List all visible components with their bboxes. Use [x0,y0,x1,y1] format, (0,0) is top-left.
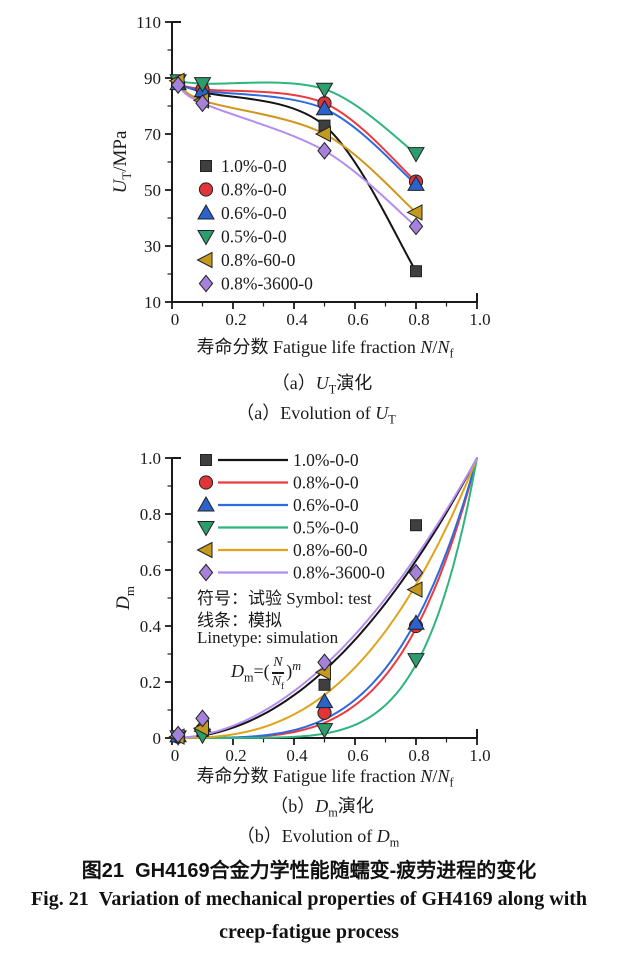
svg-text:0.2: 0.2 [225,310,246,329]
svg-text:0: 0 [171,310,180,329]
formula-fraction: N Nf [271,655,285,692]
svg-text:0.4: 0.4 [286,310,308,329]
svg-text:0: 0 [153,729,162,748]
svg-text:0.8: 0.8 [408,746,429,765]
caption-a-chinese: （a）UT演化 [271,373,373,397]
caption-b-english: （b）Evolution of Dm [236,826,400,850]
ut-symbol: U [110,179,131,194]
svg-text:1.0: 1.0 [469,746,490,765]
svg-text:0.6: 0.6 [347,746,368,765]
svg-text:0.6: 0.6 [347,310,368,329]
chart-b-x-axis-label: 寿命分数 Fatigue life fraction N/Nf [196,766,454,790]
svg-text:0.8%-0-0: 0.8%-0-0 [293,473,359,493]
svg-text:70: 70 [144,125,161,144]
caption-b-chinese: （b）Dm演化 [270,796,374,820]
svg-text:1.0%-0-0: 1.0%-0-0 [221,156,287,176]
svg-text:0.8%-0-0: 0.8%-0-0 [221,180,287,200]
svg-text:0.5%-0-0: 0.5%-0-0 [221,227,287,247]
figure-title-english-line2: creep-fatigue process [219,921,399,943]
annotation-linetype-en: Linetype: simulation [197,628,339,647]
damage-formula: Dm=(N Nf)m [231,655,302,692]
svg-text:0.8%-60-0: 0.8%-60-0 [293,540,368,560]
chart-a-y-axis-label: UT/MPa [110,130,134,194]
svg-text:0.4: 0.4 [286,746,308,765]
svg-text:0.2: 0.2 [225,746,246,765]
svg-text:30: 30 [144,237,161,256]
chart-a-x-axis-label: 寿命分数 Fatigue life fraction N/Nf [196,337,454,361]
svg-text:0.8%-3600-0: 0.8%-3600-0 [293,563,385,583]
svg-text:50: 50 [144,181,161,200]
svg-text:1.0%-0-0: 1.0%-0-0 [293,450,359,470]
svg-text:90: 90 [144,69,161,88]
chart-b-y-axis-label: Dm [113,586,137,610]
svg-text:0.6%-0-0: 0.6%-0-0 [221,203,287,223]
annotation-symbol-test: 符号：试验 Symbol: test [197,589,372,608]
svg-text:0.5%-0-0: 0.5%-0-0 [293,518,359,538]
svg-text:0.8: 0.8 [140,505,161,524]
chart-b-dm-vs-life-fraction: 0 0.2 0.4 0.6 0.8 1.0 0 0.2 0.4 0.6 0.8 1.0 1.0%-0-0… [140,449,491,765]
svg-text:0.8%-3600-0: 0.8%-3600-0 [221,274,313,294]
svg-text:0.4: 0.4 [140,617,162,636]
chart-a-ut-vs-life-fraction: 0 0.2 0.4 0.6 0.8 1.0 10 30 50 70 90 110 1.0%-0-0 0.8… [136,13,491,329]
svg-text:110: 110 [136,13,161,32]
svg-text:0: 0 [171,746,180,765]
caption-a-english: （a）Evolution of UT [236,403,396,427]
svg-text:1.0: 1.0 [469,310,490,329]
svg-text:0.6: 0.6 [140,561,161,580]
svg-text:1.0: 1.0 [140,449,161,468]
annotation-linetype-cn: 线条：模拟 [197,611,282,630]
svg-text:10: 10 [144,293,161,312]
svg-text:0.2: 0.2 [140,673,161,692]
figure-title-chinese: 图21 GH4169合金力学性能随蠕变-疲劳进程的变化 [81,860,537,882]
svg-text:0.8%-60-0: 0.8%-60-0 [221,250,296,270]
svg-text:0.6%-0-0: 0.6%-0-0 [293,495,359,515]
figure-title-english-line1: Fig. 21 Variation of mechanical properti… [30,888,588,910]
svg-text:0.8: 0.8 [408,310,429,329]
